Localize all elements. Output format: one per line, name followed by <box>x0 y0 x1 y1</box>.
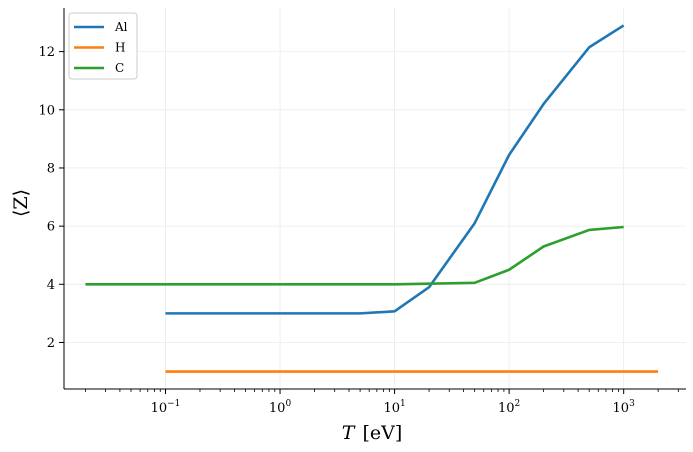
x-tick-label: 101 <box>383 399 405 416</box>
legend-label-h: H <box>115 41 125 55</box>
legend-frame <box>68 12 138 80</box>
y-ticks: 2 4 6 8 10 12 <box>38 45 64 351</box>
legend-label-c: C <box>115 61 124 75</box>
y-tick-label: 10 <box>38 103 55 118</box>
x-axis-label: T [eV] <box>342 422 402 444</box>
x-tick-label: 10−1 <box>151 399 181 416</box>
series-line-c <box>85 225 624 286</box>
axes <box>63 8 686 390</box>
legend: Al HC <box>68 12 138 80</box>
series-line-al <box>165 24 625 315</box>
x-tick-label: 103 <box>613 399 636 416</box>
x-tick-label: 102 <box>498 399 520 416</box>
series-lines <box>85 24 659 373</box>
y-tick-label: 6 <box>47 220 55 235</box>
y-tick-label: 8 <box>47 161 55 176</box>
y-axis-label: ⟨Z⟩ <box>10 189 32 217</box>
x-ticks: 10−1 100 101 102 103 <box>85 389 679 416</box>
y-tick-label: 4 <box>47 278 55 293</box>
x-tick-label: 100 <box>269 399 292 416</box>
legend-label-al: Al <box>114 20 128 34</box>
y-tick-label: 2 <box>47 336 55 351</box>
grid <box>64 8 686 389</box>
y-tick-label: 12 <box>38 45 55 60</box>
